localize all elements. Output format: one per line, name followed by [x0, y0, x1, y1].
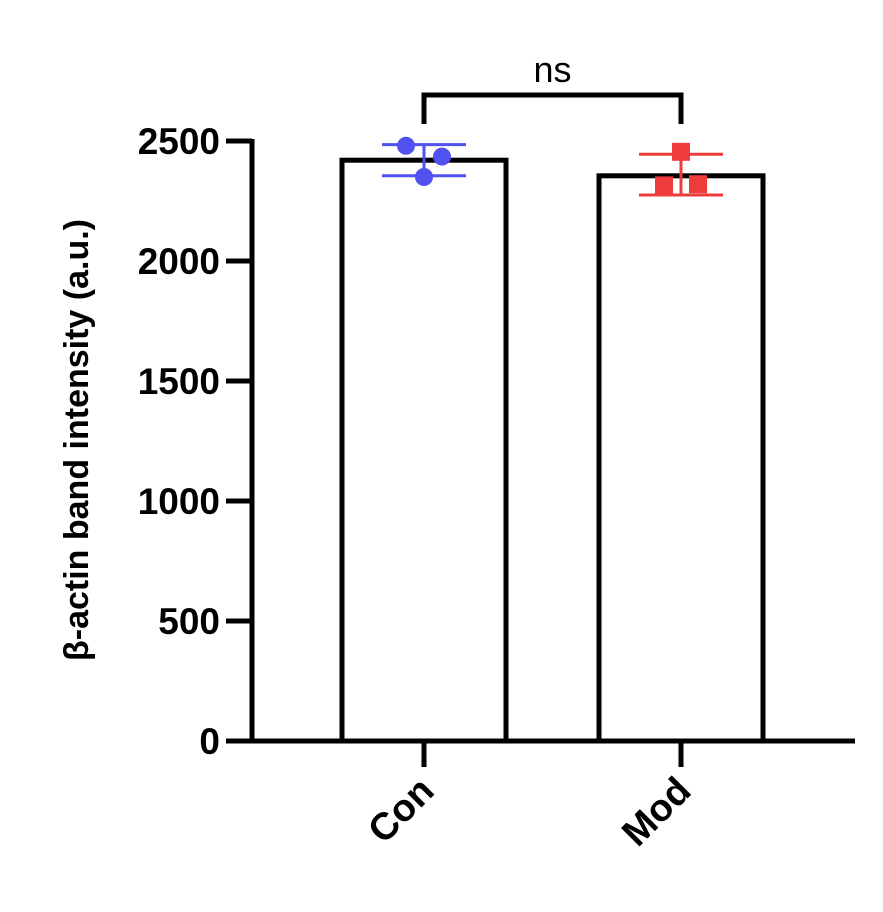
- y-axis-title: β-actin band intensity (a.u.): [58, 219, 96, 661]
- data-point: [672, 142, 690, 161]
- bars: [339, 157, 766, 744]
- data-point: [689, 175, 707, 194]
- significance-annotation: ns: [421, 49, 684, 124]
- x-tick-label: Mod: [614, 770, 699, 855]
- bar: [596, 173, 766, 744]
- data-point: [397, 136, 415, 155]
- y-tick-label: 0: [199, 721, 220, 762]
- y-tick-label: 2500: [138, 121, 220, 162]
- data-point: [433, 147, 451, 166]
- data-point: [415, 168, 433, 186]
- y-tick-label: 1000: [138, 481, 220, 522]
- data-points: [397, 136, 707, 195]
- x-tick-label: Con: [360, 770, 442, 852]
- significance-bracket: [421, 92, 684, 124]
- data-point: [655, 176, 673, 195]
- significance-label: ns: [533, 49, 571, 90]
- y-tick-label: 1500: [138, 361, 220, 402]
- bar: [339, 157, 509, 744]
- y-tick-label: 500: [158, 601, 220, 642]
- y-tick-label: 2000: [138, 241, 220, 282]
